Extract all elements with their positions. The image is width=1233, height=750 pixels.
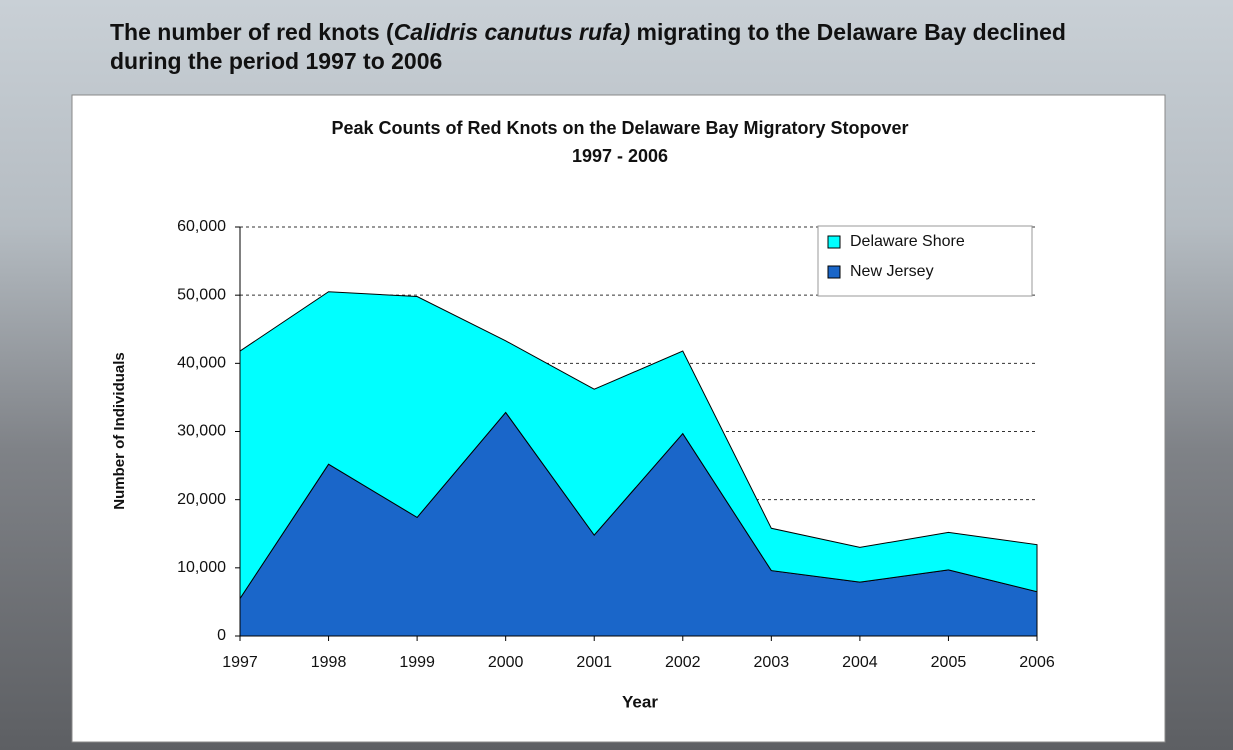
headline-text: migrating to the Delaware Bay declined d… xyxy=(110,19,1066,74)
legend-swatch xyxy=(827,265,841,279)
x-tick-label: 2004 xyxy=(842,654,878,671)
y-tick-label: 10,000 xyxy=(177,559,226,576)
x-tick-label: 2006 xyxy=(1019,654,1055,671)
y-tick-label: 50,000 xyxy=(177,286,226,303)
x-axis-label: Year xyxy=(622,692,658,711)
x-tick-label: 1999 xyxy=(399,654,435,671)
headline-text: The number of red knots ( xyxy=(110,19,394,45)
x-tick-label: 1998 xyxy=(311,654,347,671)
headline-italic: Calidris canutus rufa) xyxy=(393,19,631,45)
y-tick-label: 20,000 xyxy=(177,491,226,508)
legend-swatch xyxy=(827,235,841,249)
x-tick-label: 2001 xyxy=(576,654,612,671)
chart-subtitle: 1997 - 2006 xyxy=(572,146,668,166)
y-tick-label: 30,000 xyxy=(177,423,226,440)
legend-box xyxy=(817,225,1033,297)
headline: The number of red knots (Calidris canutu… xyxy=(110,18,1130,76)
x-tick-label: 2000 xyxy=(488,654,524,671)
chart-title: Peak Counts of Red Knots on the Delaware… xyxy=(331,118,908,138)
area xyxy=(239,291,1038,601)
x-tick-label: 2005 xyxy=(931,654,967,671)
x-tick-label: 1997 xyxy=(222,654,258,671)
y-tick-label: 40,000 xyxy=(177,355,226,372)
x-tick-label: 2003 xyxy=(754,654,790,671)
y-tick-label: 60,000 xyxy=(177,218,226,235)
y-tick-label: 0 xyxy=(217,627,226,644)
x-tick-label: 2002 xyxy=(665,654,701,671)
y-axis-label: Number of Individuals xyxy=(111,352,128,510)
legend-label: Delaware Shore xyxy=(850,233,965,250)
legend-label: New Jersey xyxy=(850,263,934,280)
